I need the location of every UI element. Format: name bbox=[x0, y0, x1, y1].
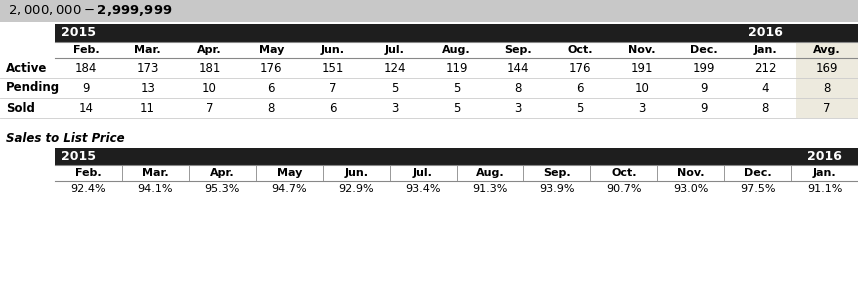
Text: Nov.: Nov. bbox=[628, 45, 656, 55]
Text: Dec.: Dec. bbox=[744, 168, 771, 178]
Text: 4: 4 bbox=[762, 81, 769, 95]
Text: 212: 212 bbox=[754, 62, 776, 74]
Text: 9: 9 bbox=[82, 81, 89, 95]
Text: Apr.: Apr. bbox=[210, 168, 234, 178]
Text: Sep.: Sep. bbox=[543, 168, 571, 178]
Text: 144: 144 bbox=[507, 62, 529, 74]
Text: Oct.: Oct. bbox=[567, 45, 593, 55]
Text: 10: 10 bbox=[634, 81, 650, 95]
Text: 5: 5 bbox=[453, 81, 460, 95]
Bar bbox=[55, 165, 858, 181]
Text: Jul.: Jul. bbox=[384, 45, 405, 55]
Text: 11: 11 bbox=[140, 102, 155, 114]
Text: May: May bbox=[258, 45, 284, 55]
Text: Sales to List Price: Sales to List Price bbox=[6, 132, 124, 145]
Text: Jun.: Jun. bbox=[344, 168, 368, 178]
Text: 6: 6 bbox=[577, 81, 583, 95]
Bar bbox=[0, 78, 858, 98]
Text: Nov.: Nov. bbox=[677, 168, 704, 178]
Text: 93.0%: 93.0% bbox=[673, 184, 709, 194]
Text: Feb.: Feb. bbox=[73, 45, 100, 55]
Text: Mar.: Mar. bbox=[135, 45, 161, 55]
Bar bbox=[55, 181, 858, 197]
Text: 8: 8 bbox=[268, 102, 275, 114]
Bar bbox=[55, 148, 858, 165]
Text: 5: 5 bbox=[391, 81, 398, 95]
Text: Mar.: Mar. bbox=[142, 168, 169, 178]
Text: Jan.: Jan. bbox=[753, 45, 777, 55]
Bar bbox=[55, 24, 858, 42]
Bar bbox=[796, 58, 858, 78]
Text: 3: 3 bbox=[391, 102, 398, 114]
Text: 94.1%: 94.1% bbox=[137, 184, 173, 194]
Text: 119: 119 bbox=[445, 62, 468, 74]
Text: 9: 9 bbox=[700, 102, 707, 114]
Bar bbox=[0, 58, 858, 78]
Bar bbox=[796, 98, 858, 118]
Text: 9: 9 bbox=[700, 81, 707, 95]
Text: Jul.: Jul. bbox=[413, 168, 433, 178]
Text: Oct.: Oct. bbox=[611, 168, 637, 178]
Text: Pending: Pending bbox=[6, 81, 60, 95]
Text: 8: 8 bbox=[824, 81, 831, 95]
Text: 3: 3 bbox=[638, 102, 645, 114]
Text: May: May bbox=[276, 168, 302, 178]
Text: 6: 6 bbox=[268, 81, 275, 95]
Bar bbox=[55, 42, 858, 58]
Text: 91.1%: 91.1% bbox=[807, 184, 843, 194]
Text: 10: 10 bbox=[202, 81, 217, 95]
Text: 169: 169 bbox=[816, 62, 838, 74]
Text: 151: 151 bbox=[322, 62, 344, 74]
Text: Sold: Sold bbox=[6, 102, 35, 114]
Text: $2,000,000 - $2,999,999: $2,000,000 - $2,999,999 bbox=[8, 3, 172, 18]
Text: 199: 199 bbox=[692, 62, 715, 74]
Text: 2015: 2015 bbox=[61, 150, 96, 163]
Text: 13: 13 bbox=[140, 81, 155, 95]
Text: 8: 8 bbox=[515, 81, 522, 95]
Text: 3: 3 bbox=[515, 102, 522, 114]
Text: 94.7%: 94.7% bbox=[271, 184, 307, 194]
Text: Jan.: Jan. bbox=[813, 168, 837, 178]
Text: Aug.: Aug. bbox=[475, 168, 505, 178]
Bar bbox=[0, 98, 858, 118]
Text: 7: 7 bbox=[206, 102, 213, 114]
Text: 191: 191 bbox=[631, 62, 653, 74]
Bar bbox=[796, 78, 858, 98]
Text: Active: Active bbox=[6, 62, 47, 74]
Text: 90.7%: 90.7% bbox=[606, 184, 642, 194]
Text: 5: 5 bbox=[453, 102, 460, 114]
Text: Dec.: Dec. bbox=[690, 45, 717, 55]
Text: Apr.: Apr. bbox=[197, 45, 221, 55]
Text: Sep.: Sep. bbox=[505, 45, 532, 55]
Text: 97.5%: 97.5% bbox=[740, 184, 776, 194]
Text: 91.3%: 91.3% bbox=[472, 184, 508, 194]
Bar bbox=[0, 0, 858, 22]
Text: 7: 7 bbox=[824, 102, 831, 114]
Text: 6: 6 bbox=[329, 102, 336, 114]
Text: 176: 176 bbox=[260, 62, 282, 74]
Text: 2016: 2016 bbox=[807, 150, 842, 163]
Text: 5: 5 bbox=[577, 102, 583, 114]
Text: 173: 173 bbox=[136, 62, 159, 74]
Text: 7: 7 bbox=[329, 81, 336, 95]
Text: 93.9%: 93.9% bbox=[539, 184, 575, 194]
Text: 14: 14 bbox=[78, 102, 94, 114]
Text: 8: 8 bbox=[762, 102, 769, 114]
Text: 92.4%: 92.4% bbox=[70, 184, 106, 194]
Bar bbox=[796, 42, 858, 58]
Text: 176: 176 bbox=[569, 62, 591, 74]
Text: 124: 124 bbox=[384, 62, 406, 74]
Text: 2016: 2016 bbox=[748, 27, 782, 39]
Text: 93.4%: 93.4% bbox=[405, 184, 441, 194]
Text: 92.9%: 92.9% bbox=[338, 184, 374, 194]
Text: Aug.: Aug. bbox=[442, 45, 471, 55]
Text: Jun.: Jun. bbox=[321, 45, 345, 55]
Text: 184: 184 bbox=[75, 62, 97, 74]
Text: 181: 181 bbox=[198, 62, 221, 74]
Text: 2015: 2015 bbox=[61, 27, 96, 39]
Text: Feb.: Feb. bbox=[76, 168, 102, 178]
Text: 95.3%: 95.3% bbox=[204, 184, 240, 194]
Text: Avg.: Avg. bbox=[813, 45, 841, 55]
